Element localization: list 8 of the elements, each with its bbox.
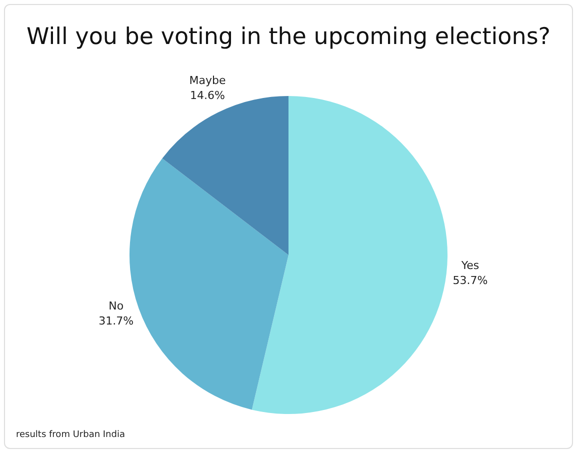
text: results from Urban India bbox=[16, 430, 125, 440]
slice-label: No bbox=[108, 299, 124, 312]
data-label: 14.6% bbox=[190, 88, 225, 102]
slice-label: Maybe bbox=[189, 74, 226, 87]
data-label: 53.7% bbox=[452, 274, 488, 288]
data-label: 31.7% bbox=[98, 314, 134, 328]
chart-title: Will you be voting in the upcoming elections? bbox=[25, 24, 552, 50]
slice-label: Yes bbox=[460, 259, 480, 272]
